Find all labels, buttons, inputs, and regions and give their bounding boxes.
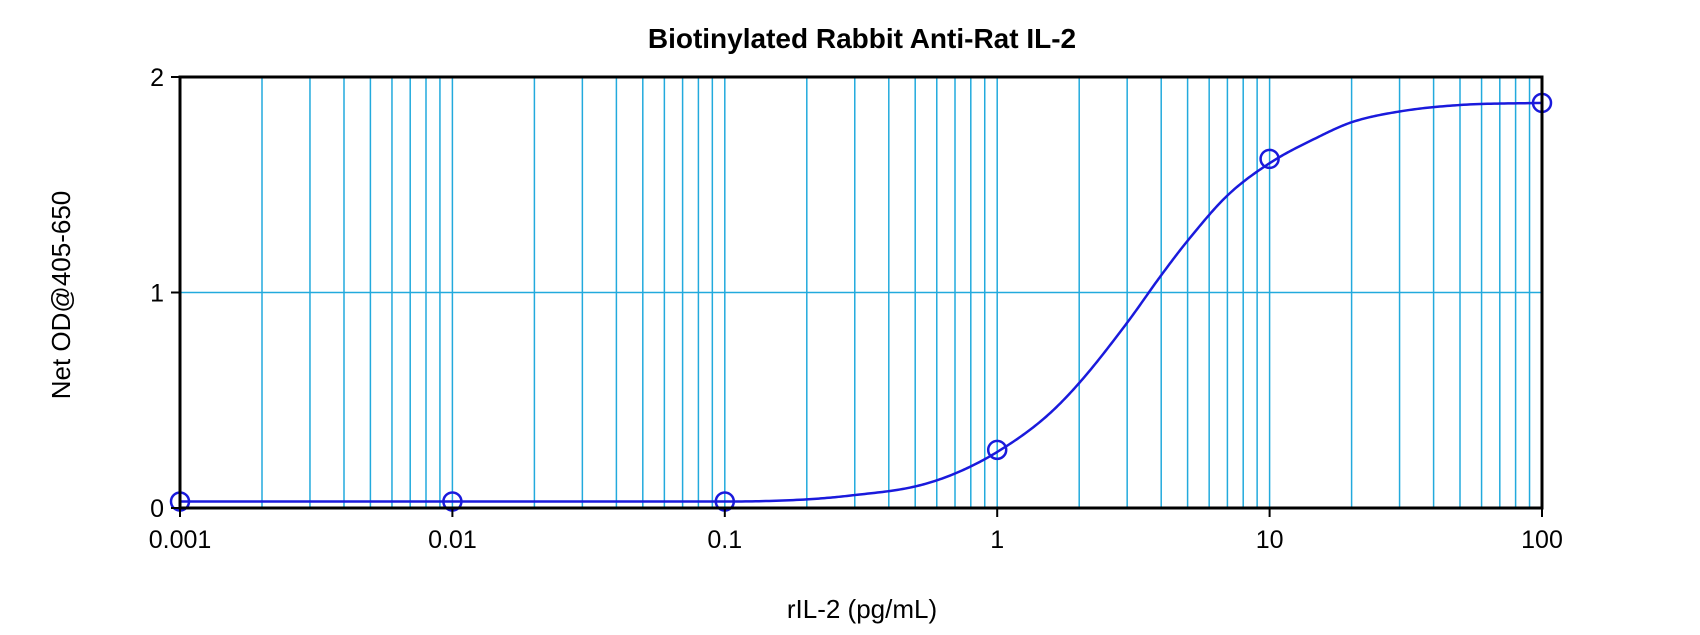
y-tick-label: 1	[150, 280, 164, 308]
x-tick-label: 0.1	[707, 526, 742, 554]
fit-curve-line	[180, 101, 1543, 503]
curve-layer	[180, 101, 1543, 503]
tick-layer: 0.001 0.01 0.1 1 10 100 0 1 2	[149, 64, 1563, 554]
x-tick-label: 100	[1521, 526, 1563, 554]
x-axis-label: rIL-2 (pg/mL)	[787, 594, 937, 624]
grid-layer	[180, 77, 1542, 508]
y-axis-label: Net OD@405-650	[46, 191, 76, 400]
x-tick-label: 0.01	[428, 526, 477, 554]
points-layer	[169, 92, 1553, 512]
x-tick-label: 10	[1256, 526, 1284, 554]
data-point	[1259, 148, 1280, 170]
chart-title: Biotinylated Rabbit Anti-Rat IL-2	[648, 23, 1076, 54]
y-tick-label: 0	[150, 495, 164, 523]
x-tick-label: 1	[990, 526, 1004, 554]
x-tick-label: 0.001	[149, 526, 212, 554]
y-tick-label: 2	[150, 64, 164, 92]
data-point	[986, 439, 1008, 461]
